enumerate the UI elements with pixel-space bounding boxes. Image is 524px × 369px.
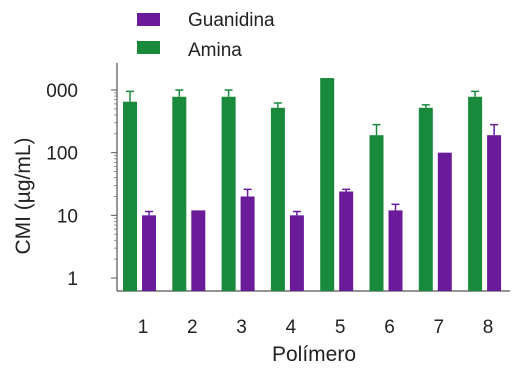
y-tick-label: 000 xyxy=(46,81,78,102)
y-tick-label: 100 xyxy=(46,144,78,165)
x-tick-label: 5 xyxy=(335,317,346,338)
legend-label-amina: Amina xyxy=(188,40,242,61)
bar-amina-5 xyxy=(320,78,335,292)
y-tick-label: 10 xyxy=(57,206,78,227)
bar-amina-2 xyxy=(172,96,187,291)
bar-amina-8 xyxy=(468,96,483,291)
bar-guanidina-8 xyxy=(487,135,502,291)
x-tick-label: 3 xyxy=(236,317,247,338)
bar-guanidina-2 xyxy=(191,210,206,291)
x-tick-label: 4 xyxy=(286,317,297,338)
x-axis-title: Polímero xyxy=(272,343,356,366)
bar-amina-3 xyxy=(221,96,236,291)
plot-area: 1 10 100 000 1 2 3 4 5 6 7 8 xyxy=(46,63,510,338)
bar-amina-1 xyxy=(123,101,137,292)
bar-amina-4 xyxy=(270,107,285,292)
bar-guanidina-3 xyxy=(240,196,255,291)
x-tick-label: 2 xyxy=(187,317,198,338)
x-tick-label: 7 xyxy=(434,317,445,338)
bar-guanidina-1 xyxy=(142,215,156,291)
legend-swatch-amina xyxy=(137,41,160,54)
bar-guanidina-5 xyxy=(339,191,354,291)
legend-label-guanidina: Guanidina xyxy=(188,10,275,31)
bar-guanidina-7 xyxy=(437,152,452,291)
bar-guanidina-4 xyxy=(289,215,304,291)
legend-swatch-guanidina xyxy=(137,13,160,26)
bar-guanidina-6 xyxy=(388,210,403,291)
bar-amina-7 xyxy=(418,107,433,292)
bar-amina-6 xyxy=(369,135,384,291)
x-tick-label: 1 xyxy=(138,317,149,338)
legend: Guanidina Amina xyxy=(137,10,275,61)
x-tick-label: 6 xyxy=(384,317,395,338)
y-axis-title: CMI (µg/mL) xyxy=(12,137,35,254)
y-tick-label: 1 xyxy=(67,269,78,290)
x-tick-label: 8 xyxy=(483,317,494,338)
